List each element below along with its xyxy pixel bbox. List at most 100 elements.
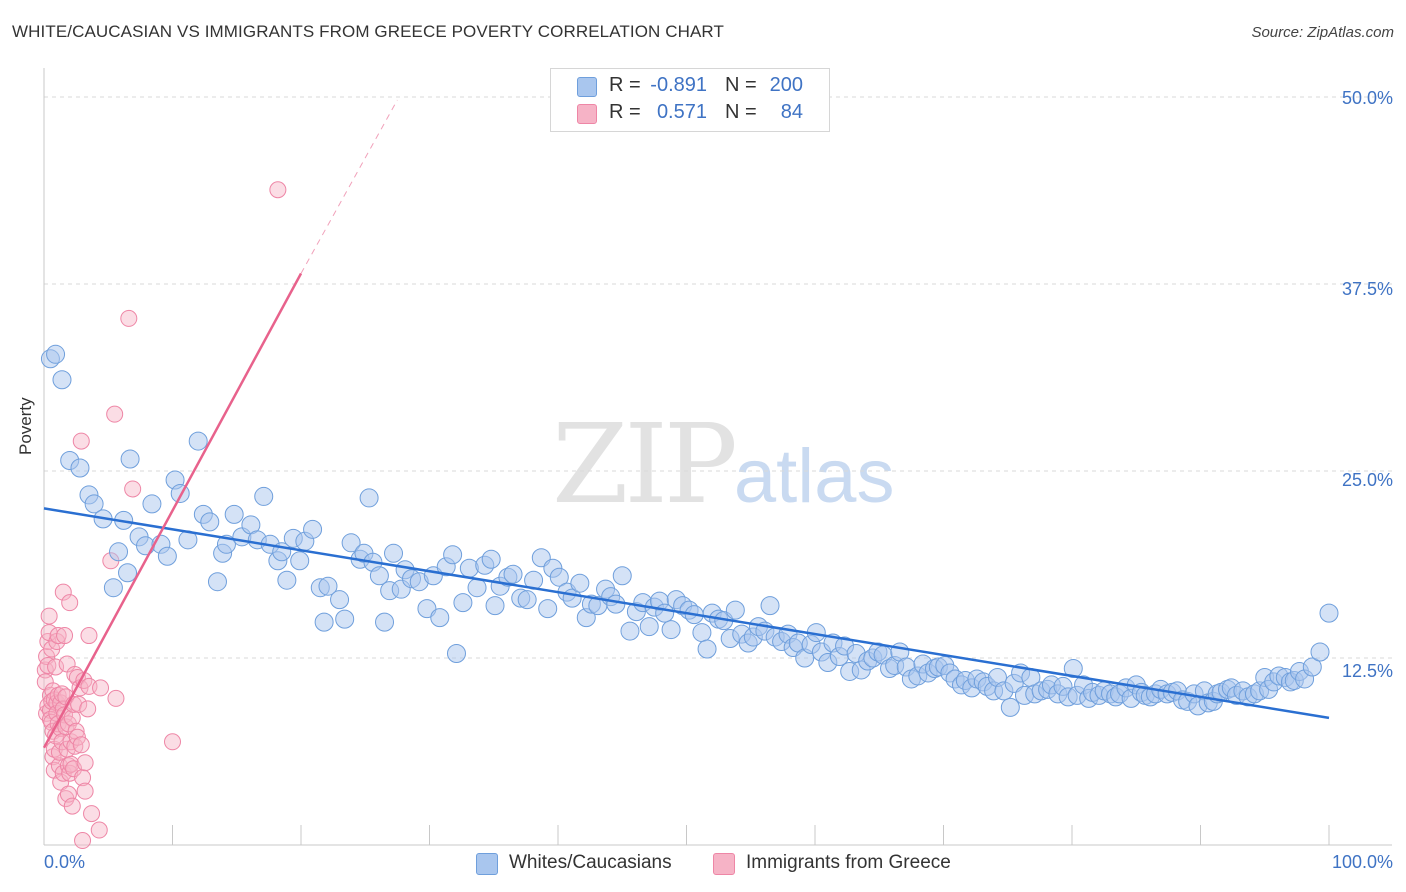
data-point-whites bbox=[224, 504, 244, 524]
data-point-greece bbox=[61, 594, 79, 612]
chart-title: WHITE/CAUCASIAN VS IMMIGRANTS FROM GREEC… bbox=[12, 22, 724, 41]
data-point-greece bbox=[62, 755, 80, 773]
data-point-greece bbox=[269, 181, 287, 199]
data-point-greece bbox=[54, 583, 72, 601]
data-point-greece bbox=[76, 782, 94, 800]
data-point-whites bbox=[459, 558, 479, 578]
data-point-greece bbox=[74, 769, 92, 787]
data-point-whites bbox=[103, 578, 123, 598]
data-point-greece bbox=[164, 733, 181, 751]
x-tick-label: 0.0% bbox=[44, 852, 86, 872]
axes bbox=[43, 68, 1392, 846]
data-point-whites bbox=[549, 567, 569, 587]
watermark: ZIPatlas bbox=[552, 400, 894, 528]
data-point-whites bbox=[142, 494, 162, 514]
data-point-greece bbox=[124, 480, 142, 498]
data-point-whites bbox=[109, 542, 129, 562]
data-point-whites bbox=[446, 644, 466, 664]
data-point-whites bbox=[369, 566, 389, 586]
legend-row-whites: R = -0.891 N = 200 bbox=[551, 74, 829, 100]
data-point-whites bbox=[697, 639, 717, 659]
data-point-whites bbox=[760, 596, 780, 616]
data-point-greece bbox=[36, 661, 54, 679]
data-point-whites bbox=[538, 599, 558, 619]
data-point-whites bbox=[254, 486, 274, 506]
y-tick-label: 37.5% bbox=[1341, 279, 1393, 299]
data-point-whites bbox=[118, 563, 138, 583]
data-point-whites bbox=[570, 573, 590, 593]
data-point-whites bbox=[359, 488, 379, 508]
legend-n-label: N = bbox=[725, 101, 757, 123]
trend-line-greece bbox=[42, 272, 303, 749]
legend-r-value: -0.891 bbox=[650, 74, 707, 96]
data-point-greece bbox=[80, 627, 98, 645]
trend-line-whites bbox=[43, 507, 1330, 720]
data-point-whites bbox=[481, 549, 501, 569]
data-point-whites bbox=[52, 370, 72, 390]
x-tick-label: 100.0% bbox=[1331, 852, 1393, 872]
data-point-whites bbox=[606, 594, 626, 614]
data-point-whites bbox=[453, 593, 473, 613]
y-tick-label: 50.0% bbox=[1341, 88, 1393, 108]
data-point-whites bbox=[467, 578, 487, 598]
legend-n-label: N = bbox=[725, 74, 757, 96]
data-point-greece bbox=[56, 627, 74, 645]
legend-row-greece: R = 0.571 N = 84 bbox=[551, 101, 829, 127]
data-point-whites bbox=[330, 590, 350, 610]
data-point-whites bbox=[84, 494, 104, 514]
legend-r-label: R = bbox=[609, 74, 641, 96]
data-point-whites bbox=[612, 566, 632, 586]
data-point-whites bbox=[200, 512, 220, 532]
trend-line-greece-extension bbox=[300, 99, 398, 274]
data-point-whites bbox=[341, 533, 361, 553]
data-point-whites bbox=[277, 570, 297, 590]
bottom-legend-swatch-blue bbox=[476, 853, 498, 875]
data-point-whites bbox=[120, 449, 140, 469]
data-point-greece bbox=[79, 700, 97, 718]
data-point-whites bbox=[430, 608, 450, 628]
legend-r-label: R = bbox=[609, 101, 641, 123]
data-point-greece bbox=[57, 718, 75, 736]
data-point-whites bbox=[1310, 642, 1330, 662]
legend-r-value: 0.571 bbox=[656, 101, 707, 123]
data-point-whites bbox=[384, 543, 404, 563]
data-point-whites bbox=[157, 546, 177, 566]
watermark-atlas: atlas bbox=[733, 434, 895, 519]
data-point-whites bbox=[1063, 658, 1083, 678]
source-label: Source: ZipAtlas.com bbox=[1251, 24, 1394, 41]
grid-lines bbox=[44, 96, 1392, 659]
series-immigrants-greece bbox=[36, 181, 287, 850]
data-point-whites bbox=[503, 564, 523, 584]
data-point-greece bbox=[92, 679, 110, 697]
data-point-greece bbox=[120, 309, 138, 327]
data-point-greece bbox=[76, 754, 94, 772]
data-point-whites bbox=[303, 519, 323, 539]
bottom-legend-label: Immigrants from Greece bbox=[746, 852, 951, 873]
data-point-greece bbox=[74, 832, 92, 850]
series-whites-caucasians bbox=[40, 344, 1339, 717]
bottom-legend-swatch-pink bbox=[713, 853, 735, 875]
data-point-whites bbox=[188, 431, 208, 451]
data-point-whites bbox=[318, 576, 338, 596]
data-point-greece bbox=[72, 736, 90, 754]
data-point-whites bbox=[1319, 603, 1339, 623]
data-point-whites bbox=[661, 620, 681, 640]
legend-swatch-blue bbox=[577, 77, 597, 97]
data-point-greece bbox=[83, 805, 101, 823]
data-point-greece bbox=[70, 695, 88, 713]
data-point-greece bbox=[40, 607, 58, 625]
y-tick-label: 12.5% bbox=[1341, 661, 1393, 681]
data-point-whites bbox=[485, 596, 505, 616]
correlation-legend: R = -0.891 N = 200 R = 0.571 N = 84 bbox=[550, 68, 830, 132]
data-point-whites bbox=[335, 609, 355, 629]
data-point-whites bbox=[46, 344, 66, 364]
data-point-whites bbox=[639, 617, 659, 637]
data-point-greece bbox=[63, 797, 81, 815]
legend-n-value: 200 bbox=[769, 74, 803, 96]
legend-n-value: 84 bbox=[780, 101, 803, 123]
data-point-whites bbox=[1000, 697, 1020, 717]
data-point-greece bbox=[90, 821, 108, 839]
data-point-greece bbox=[72, 432, 90, 450]
data-point-whites bbox=[314, 612, 334, 632]
